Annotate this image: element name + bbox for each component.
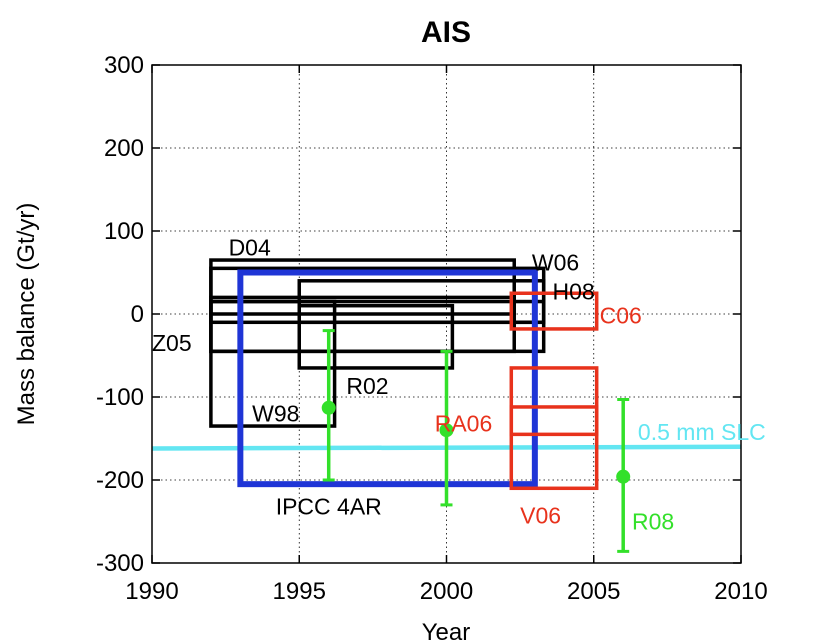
- label-r02: R02: [346, 373, 388, 399]
- x-tick-label: 2005: [567, 578, 620, 605]
- estimate-box-c06: [509, 291, 599, 331]
- tick-layer: 1990 1995 2000 2005 2010 -300 -200 -100 0 100 200 3…: [96, 52, 768, 605]
- label-z05: Z05: [152, 330, 192, 356]
- errorbar-ra06: [439, 349, 454, 507]
- label-0-5-mm-slc: 0.5 mm SLC: [638, 419, 766, 445]
- label-h08: H08: [553, 279, 595, 305]
- estimate-box-v06: [509, 405, 599, 437]
- label-r08: R08: [632, 509, 674, 535]
- estimate-box-z05: [209, 299, 337, 428]
- y-tick-label: -300: [96, 550, 144, 577]
- label-ipcc-4ar: IPCC 4AR: [276, 494, 382, 520]
- y-axis-label: Mass balance (Gt/yr): [13, 203, 40, 426]
- series-layer: [151, 258, 742, 553]
- label-w98: W98: [252, 401, 299, 427]
- x-tick-label: 1990: [125, 578, 178, 605]
- label-ra06: RA06: [435, 411, 493, 437]
- errorbar-point: [439, 423, 454, 438]
- errorbar-point: [321, 400, 336, 415]
- x-tick-label: 1995: [273, 578, 326, 605]
- estimate-box-ipcc-4ar: [237, 269, 538, 488]
- label-v06: V06: [520, 503, 561, 529]
- x-tick-label: 2010: [714, 578, 767, 605]
- x-tick-label: 2000: [420, 578, 473, 605]
- y-tick-label: 0: [131, 301, 144, 328]
- label-d04: D04: [229, 235, 271, 261]
- errorbar-w98: [321, 329, 336, 482]
- label-w06: W06: [532, 250, 579, 276]
- y-tick-label: -200: [96, 467, 144, 494]
- label-c06: C06: [600, 303, 642, 329]
- y-tick-label: 100: [104, 218, 144, 245]
- errorbar-point: [616, 469, 631, 484]
- x-axis-label: Year: [422, 619, 471, 644]
- estimate-box-r02: [297, 303, 455, 370]
- chart-title: AIS: [421, 16, 471, 49]
- errorbar-r08: [616, 397, 631, 553]
- y-tick-label: 200: [104, 135, 144, 162]
- y-tick-label: 300: [104, 52, 144, 79]
- y-tick-label: -100: [96, 384, 144, 411]
